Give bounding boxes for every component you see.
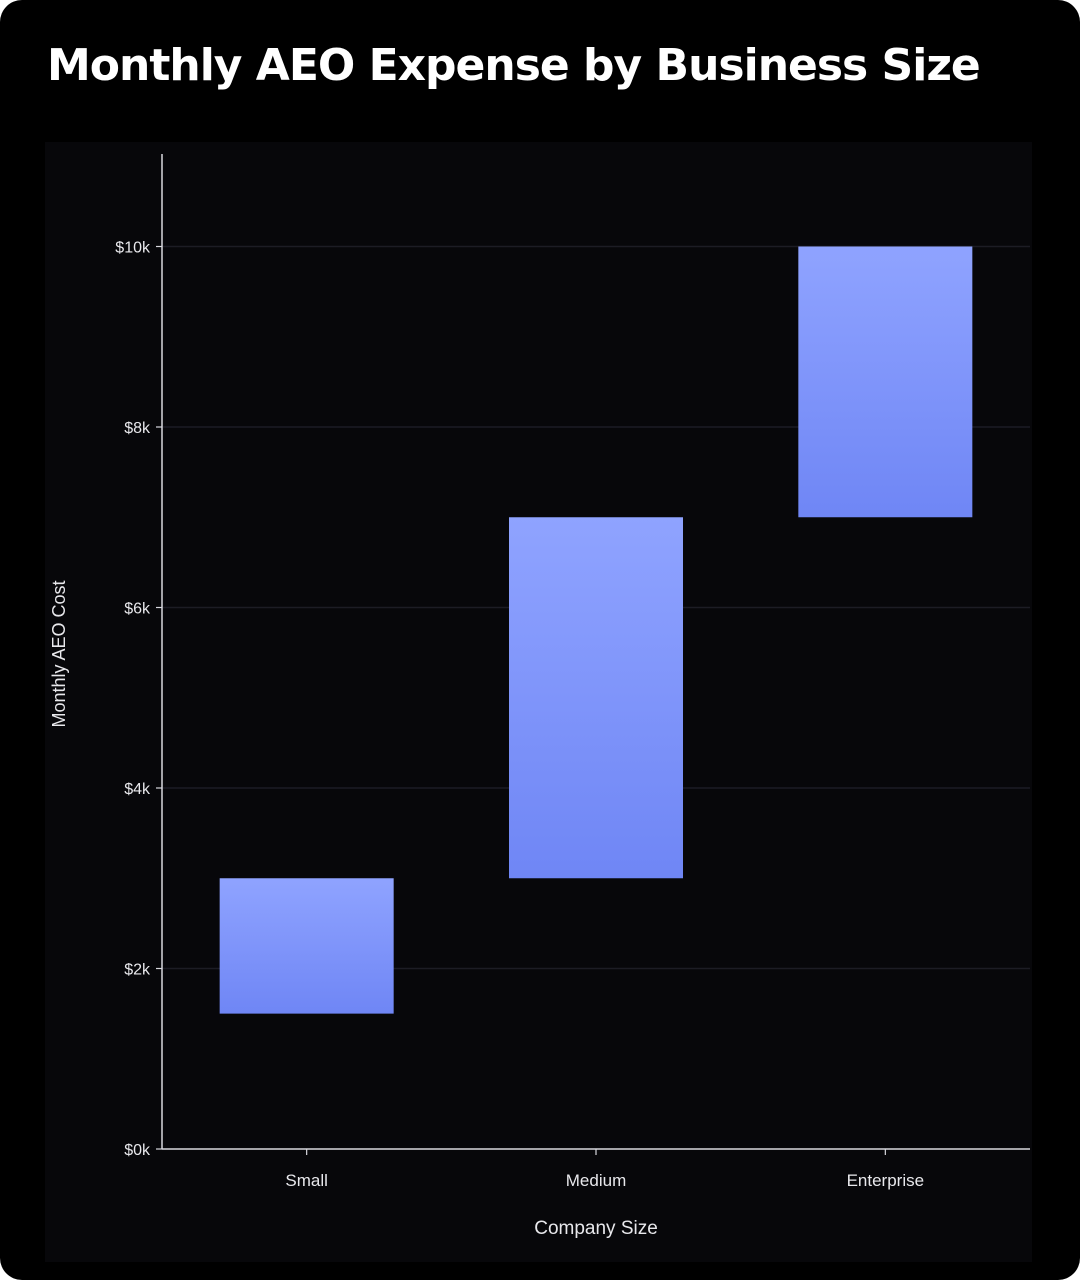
bar-medium <box>509 517 683 879</box>
x-tick-label: Enterprise <box>847 1171 924 1190</box>
chart-svg: $0k $2k $4k $6k $8k $10k Small Medium Enterprise… <box>49 154 1030 1240</box>
y-tick-label: $10k <box>115 240 151 257</box>
y-axis-title: Monthly AEO Cost <box>49 580 69 727</box>
bar-enterprise <box>798 246 973 518</box>
x-tick-label: Small <box>285 1171 328 1190</box>
y-tick-label: $0k <box>124 1142 151 1159</box>
labels: $0k $2k $4k $6k $8k $10k Small Medium Enterprise… <box>49 240 924 1240</box>
bars <box>219 246 973 1014</box>
x-axis-title: Company Size <box>534 1218 658 1239</box>
y-tick-label: $8k <box>124 420 151 437</box>
axes <box>156 154 1030 1155</box>
bar-small <box>219 878 394 1014</box>
y-tick-label: $4k <box>124 781 151 798</box>
chart-title: Monthly AEO Expense by Business Size <box>47 40 981 91</box>
y-tick-label: $2k <box>124 962 151 979</box>
x-tick-label: Medium <box>566 1171 626 1190</box>
y-tick-label: $6k <box>124 601 151 618</box>
plot-panel: $0k $2k $4k $6k $8k $10k Small Medium Enterprise… <box>45 142 1032 1262</box>
